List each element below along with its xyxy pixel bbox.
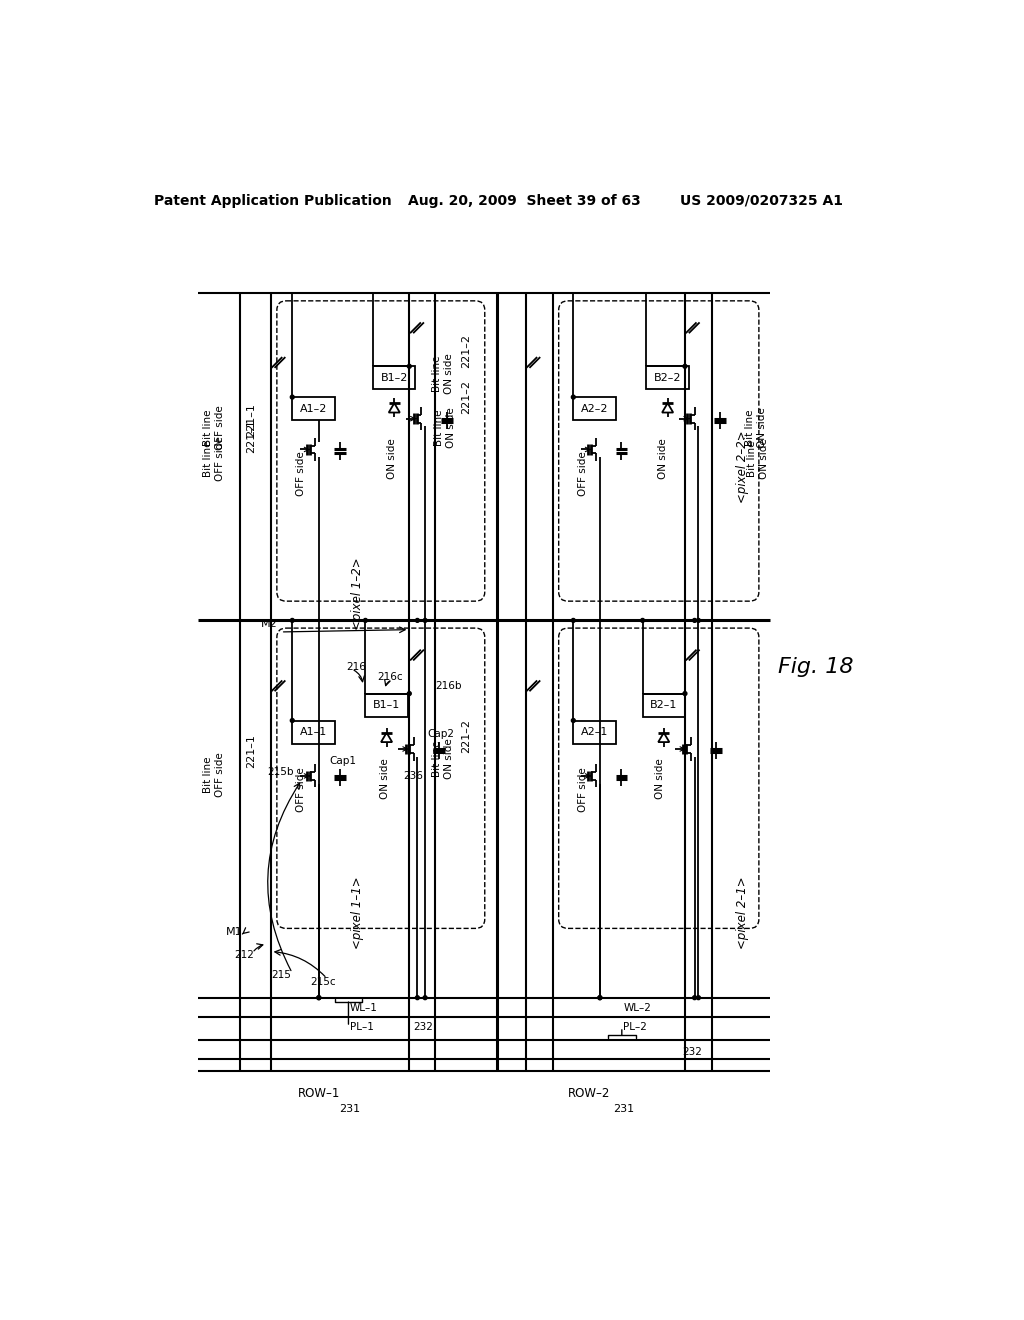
Text: 236: 236 xyxy=(403,771,424,781)
Text: PL–1: PL–1 xyxy=(350,1022,374,1032)
Circle shape xyxy=(316,995,321,999)
Circle shape xyxy=(683,364,687,368)
Text: 216c: 216c xyxy=(377,672,402,681)
Text: Bit line
OFF side: Bit line OFF side xyxy=(203,752,224,797)
Text: Cap2: Cap2 xyxy=(428,729,455,739)
Bar xyxy=(366,693,408,717)
Text: <pixel 2–2>: <pixel 2–2> xyxy=(736,430,750,503)
Circle shape xyxy=(423,619,427,622)
Text: B2–2: B2–2 xyxy=(654,372,681,383)
Text: OFF side: OFF side xyxy=(579,451,589,496)
Text: 221–2: 221–2 xyxy=(461,719,471,752)
Text: Bit line
ON side: Bit line ON side xyxy=(432,354,454,395)
Text: 215: 215 xyxy=(270,970,291,979)
Bar xyxy=(573,397,615,420)
Text: 232: 232 xyxy=(683,1047,702,1056)
Text: Bit line
ON side: Bit line ON side xyxy=(434,408,456,449)
Circle shape xyxy=(416,619,419,622)
Circle shape xyxy=(598,995,602,999)
Circle shape xyxy=(423,995,427,999)
Text: WL–2: WL–2 xyxy=(624,1003,651,1012)
Text: ON side: ON side xyxy=(387,438,397,479)
Circle shape xyxy=(641,619,644,622)
Text: 221–1: 221–1 xyxy=(247,734,256,768)
Text: OFF side: OFF side xyxy=(579,767,589,812)
Text: Bit line
ON side: Bit line ON side xyxy=(745,408,767,449)
Circle shape xyxy=(291,395,294,399)
Text: B1–2: B1–2 xyxy=(381,372,408,383)
Bar xyxy=(292,397,335,420)
Bar xyxy=(573,721,615,743)
Circle shape xyxy=(683,692,687,696)
Text: 221–1: 221–1 xyxy=(247,418,256,453)
Text: Fig. 18: Fig. 18 xyxy=(778,656,854,677)
Text: <pixel 1–2>: <pixel 1–2> xyxy=(351,557,365,630)
Text: 216: 216 xyxy=(346,661,367,672)
Text: <pixel 2–1>: <pixel 2–1> xyxy=(736,876,750,949)
Text: M2: M2 xyxy=(261,619,278,630)
Text: Cap1: Cap1 xyxy=(329,755,356,766)
Text: Bit line
ON side: Bit line ON side xyxy=(748,438,769,479)
Text: 221–2: 221–2 xyxy=(461,380,471,414)
Circle shape xyxy=(692,619,696,622)
Text: 221–1: 221–1 xyxy=(247,404,256,437)
Circle shape xyxy=(291,718,294,722)
Text: ROW–2: ROW–2 xyxy=(567,1088,610,1101)
Text: A2–1: A2–1 xyxy=(581,727,608,737)
Text: 216b: 216b xyxy=(435,681,462,690)
Text: B2–1: B2–1 xyxy=(650,700,678,710)
Circle shape xyxy=(696,995,700,999)
Text: Aug. 20, 2009  Sheet 39 of 63: Aug. 20, 2009 Sheet 39 of 63 xyxy=(409,194,641,207)
Text: <pixel 1–1>: <pixel 1–1> xyxy=(351,876,365,949)
Bar xyxy=(643,693,685,717)
Circle shape xyxy=(408,692,412,696)
Bar xyxy=(646,367,689,389)
Text: OFF side: OFF side xyxy=(297,767,306,812)
Text: ROW–1: ROW–1 xyxy=(298,1088,340,1101)
Text: ON side: ON side xyxy=(380,758,390,799)
Text: OFF side: OFF side xyxy=(297,451,306,496)
Text: 215c: 215c xyxy=(310,977,336,987)
Text: ON side: ON side xyxy=(655,758,666,799)
Text: Bit line
OFF side: Bit line OFF side xyxy=(203,437,224,480)
Text: 231: 231 xyxy=(612,1105,634,1114)
Text: B1–1: B1–1 xyxy=(373,700,400,710)
Text: US 2009/0207325 A1: US 2009/0207325 A1 xyxy=(681,194,844,207)
Text: 231: 231 xyxy=(339,1105,360,1114)
Circle shape xyxy=(571,718,575,722)
Circle shape xyxy=(571,395,575,399)
Text: A1–2: A1–2 xyxy=(300,404,327,413)
Circle shape xyxy=(291,619,294,622)
Text: Bit line
ON side: Bit line ON side xyxy=(432,739,454,779)
Text: M1: M1 xyxy=(225,927,242,937)
Text: 215b: 215b xyxy=(267,767,294,777)
Circle shape xyxy=(598,995,602,999)
Text: PL–2: PL–2 xyxy=(624,1022,647,1032)
Circle shape xyxy=(416,995,419,999)
Text: A1–1: A1–1 xyxy=(300,727,327,737)
Circle shape xyxy=(316,995,321,999)
Text: 221–2: 221–2 xyxy=(461,334,471,368)
Circle shape xyxy=(696,619,700,622)
Text: A2–2: A2–2 xyxy=(581,404,608,413)
Text: 212: 212 xyxy=(234,950,254,961)
Text: ON side: ON side xyxy=(658,438,669,479)
Circle shape xyxy=(408,364,412,368)
Text: WL–1: WL–1 xyxy=(350,1003,378,1012)
Text: Patent Application Publication: Patent Application Publication xyxy=(155,194,392,207)
Text: 232: 232 xyxy=(414,1022,433,1032)
Circle shape xyxy=(692,995,696,999)
Bar xyxy=(373,367,416,389)
Bar xyxy=(292,721,335,743)
Text: Bit line
OFF side: Bit line OFF side xyxy=(203,405,224,450)
Circle shape xyxy=(571,619,575,622)
Circle shape xyxy=(364,619,368,622)
